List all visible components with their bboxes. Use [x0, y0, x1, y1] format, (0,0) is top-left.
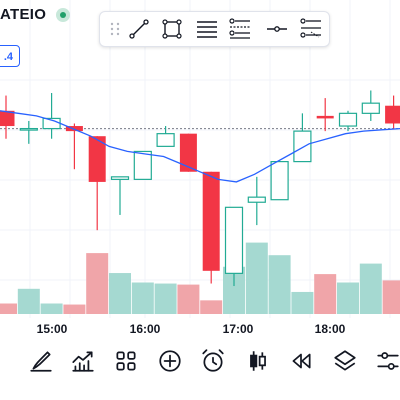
candle-body [270, 161, 289, 201]
market-status-dot [56, 8, 70, 22]
candle [19, 120, 38, 144]
fib-retracement-icon[interactable] [228, 17, 252, 41]
candle-style-icon[interactable] [245, 348, 271, 374]
candle-body [19, 127, 38, 131]
candle-body [316, 115, 334, 119]
drawing-toolbar [99, 11, 330, 47]
bottom-toolbar [0, 340, 400, 400]
volume-bar [154, 283, 177, 314]
price-badge[interactable]: .4 [0, 45, 20, 67]
add-circle-icon[interactable] [157, 348, 183, 374]
trend-line-icon[interactable] [127, 17, 151, 41]
candle-body [0, 110, 15, 127]
candle [385, 95, 400, 129]
candle [270, 161, 289, 201]
candle [156, 126, 175, 147]
symbol-name[interactable]: ATEIO [0, 6, 47, 23]
volume-bar [268, 255, 291, 314]
candle [179, 133, 197, 172]
chart-header: ATEIO [0, 0, 400, 32]
volume-bars [0, 242, 400, 314]
time-tick-label: 16:00 [130, 322, 161, 336]
candle [0, 95, 15, 139]
candle-body [156, 133, 175, 147]
candle-body [179, 133, 197, 172]
candles [0, 90, 400, 287]
candle-body [224, 206, 244, 274]
parallel-channel-icon[interactable] [299, 17, 323, 41]
volume-bar [131, 282, 154, 314]
candle-body [293, 130, 312, 163]
candle-body [361, 102, 380, 114]
candle [42, 93, 61, 139]
time-tick-label: 15:00 [37, 322, 68, 336]
candle [316, 98, 334, 132]
brush-icon[interactable] [28, 348, 54, 374]
candle [338, 110, 358, 132]
volume-bar [86, 253, 109, 314]
volume-bar [314, 274, 337, 314]
candle-body [65, 126, 83, 132]
indicators-icon[interactable] [70, 348, 96, 374]
candle [293, 113, 312, 163]
chart-grid [0, 0, 400, 318]
volume-bar [63, 304, 86, 314]
candle [110, 176, 130, 215]
apps-grid-icon[interactable] [113, 348, 139, 374]
replay-icon[interactable] [288, 348, 314, 374]
volume-bar [200, 300, 223, 314]
candle-body [202, 171, 220, 271]
horizontal-lines-icon[interactable] [195, 17, 219, 41]
candle-body [247, 196, 266, 203]
horizontal-ray-icon[interactable] [265, 17, 289, 41]
candle-body [110, 176, 130, 180]
volume-bar [245, 242, 268, 314]
volume-bar [337, 282, 359, 314]
volume-bar [17, 288, 40, 314]
candle [133, 150, 152, 180]
volume-bar [382, 280, 400, 314]
volume-bar [109, 273, 131, 314]
candle-body [133, 150, 152, 180]
volume-bar [0, 303, 17, 314]
volume-bar [40, 303, 63, 314]
rectangle-icon[interactable] [160, 17, 184, 41]
candle-body [338, 112, 358, 127]
settings-sliders-icon[interactable] [375, 348, 400, 374]
time-tick-label: 17:00 [223, 322, 254, 336]
alarm-icon[interactable] [200, 348, 226, 374]
time-tick-label: 18:00 [315, 322, 346, 336]
candle [224, 206, 244, 287]
volume-bar [291, 291, 314, 314]
candle [202, 171, 220, 284]
candle-body [88, 136, 106, 182]
volume-bar [177, 284, 200, 314]
candle [88, 136, 106, 231]
volume-bar [223, 266, 245, 314]
candle [65, 123, 83, 170]
volume-bar [359, 263, 382, 314]
time-axis: 15:00 16:00 17:00 18:00 [37, 322, 346, 336]
candle-body [385, 105, 400, 124]
moving-average-line [0, 110, 400, 183]
candle [361, 90, 380, 121]
drag-handle-icon[interactable] [103, 17, 127, 41]
candle [247, 176, 266, 226]
layers-icon[interactable] [332, 348, 358, 374]
